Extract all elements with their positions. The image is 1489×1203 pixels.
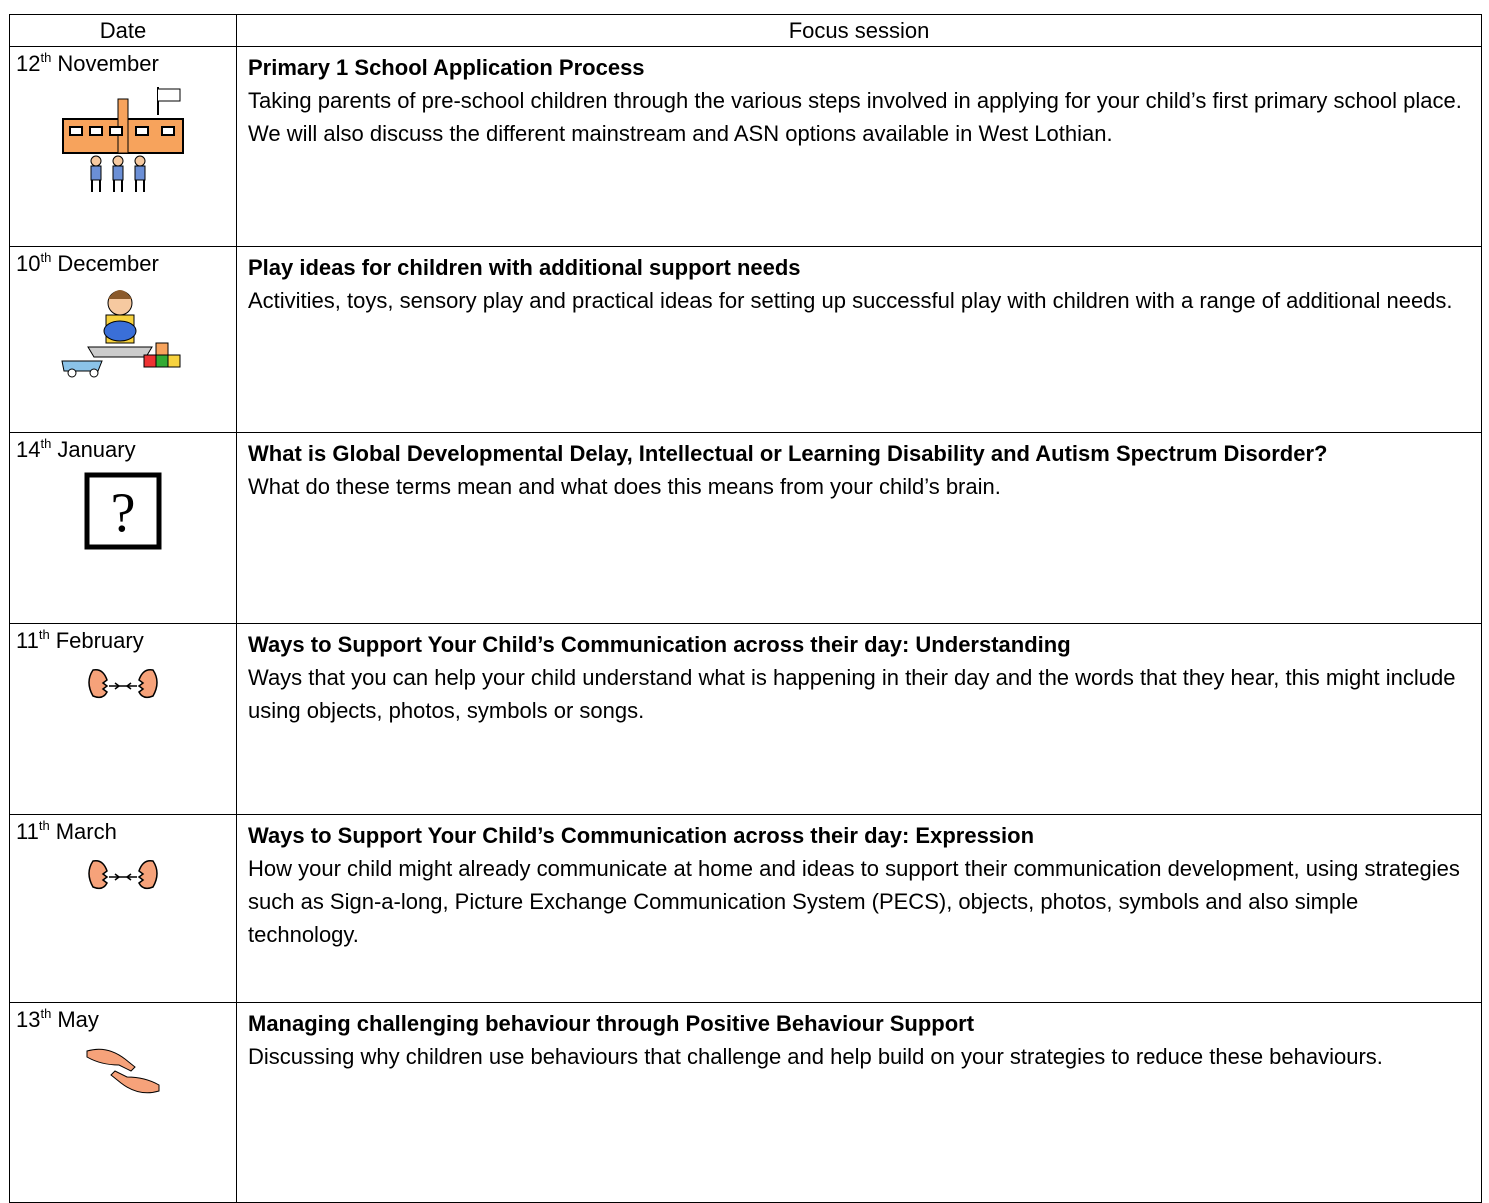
session-title: Primary 1 School Application Process	[248, 55, 645, 80]
session-row: 14th January? What is Global Developmental…	[9, 432, 1482, 624]
session-description: Activities, toys, sensory play and pract…	[248, 288, 1453, 313]
schedule-table: Date Focus session 12th November Primary 1…	[9, 14, 1482, 1203]
focus-cell: Primary 1 School Application Process Taki…	[236, 46, 1482, 247]
focus-cell: Play ideas for children with additional …	[236, 246, 1482, 433]
focus-cell: Ways to Support Your Child’s Communicati…	[236, 623, 1482, 815]
date-cell: 13th May	[9, 1002, 237, 1203]
session-icon: ?	[84, 472, 162, 550]
session-title: Ways to Support Your Child’s Communicati…	[248, 632, 1071, 657]
date-cell: 14th January?	[9, 432, 237, 624]
table-header: Date Focus session	[9, 14, 1482, 47]
session-row: 11th February Ways to Support Your Child’s…	[9, 623, 1482, 815]
session-row: 13th May Managing challenging behaviour th…	[9, 1002, 1482, 1203]
month: January	[57, 437, 136, 462]
session-description: Ways that you can help your child unders…	[248, 665, 1462, 723]
day: 12	[16, 51, 41, 76]
session-description: Taking parents of pre-school children th…	[248, 88, 1475, 146]
date-cell: 10th December	[9, 246, 237, 433]
day: 14	[16, 437, 41, 462]
month: March	[55, 819, 117, 844]
month: November	[57, 51, 159, 76]
day: 10	[16, 251, 41, 276]
focus-cell: Managing challenging behaviour through P…	[236, 1002, 1482, 1203]
session-description: Discussing why children use behaviours t…	[248, 1044, 1383, 1069]
session-row: 11th March Ways to Support Your Child’s Co…	[9, 814, 1482, 1003]
day-suffix: th	[40, 50, 52, 65]
session-icon	[88, 859, 158, 890]
date: 11th February	[10, 624, 236, 654]
day: 13	[16, 1007, 41, 1032]
session-title: Ways to Support Your Child’s Communicati…	[248, 823, 1035, 848]
focus-cell: What is Global Developmental Delay, Inte…	[236, 432, 1482, 624]
session-description: How your child might already communicate…	[248, 856, 1466, 947]
session-row: 10th December Play ideas for children with…	[9, 246, 1482, 433]
date: 13th May	[10, 1003, 236, 1033]
session-title: Play ideas for children with additional …	[248, 255, 801, 280]
date: 14th January	[10, 433, 236, 463]
date: 12th November	[10, 47, 236, 77]
day: 11	[16, 628, 39, 653]
day-suffix: th	[40, 436, 52, 451]
day-suffix: th	[38, 818, 50, 833]
date: 11th March	[10, 815, 236, 845]
date-cell: 11th February	[9, 623, 237, 815]
day-suffix: th	[38, 627, 50, 642]
session-row: 12th November Primary 1 School Application…	[9, 46, 1482, 247]
day-suffix: th	[40, 1006, 52, 1021]
month: May	[57, 1007, 99, 1032]
day: 11	[16, 819, 39, 844]
header-cell: Focus session	[236, 14, 1482, 47]
month: February	[55, 628, 144, 653]
svg-text:?: ?	[111, 482, 136, 544]
header-cell: Date	[9, 14, 237, 47]
day-suffix: th	[40, 250, 52, 265]
session-title: What is Global Developmental Delay, Inte…	[248, 441, 1328, 466]
date-cell: 12th November	[9, 46, 237, 247]
date-cell: 11th March	[9, 814, 237, 1003]
month: December	[57, 251, 159, 276]
session-title: Managing challenging behaviour through P…	[248, 1011, 975, 1036]
session-description: What do these terms mean and what does t…	[248, 474, 1001, 499]
session-icon	[88, 668, 158, 699]
focus-cell: Ways to Support Your Child’s Communicati…	[236, 814, 1482, 1003]
session-icon	[61, 290, 181, 378]
table-body: 12th November Primary 1 School Application…	[9, 46, 1482, 1203]
date: 10th December	[10, 247, 236, 277]
session-icon	[86, 1048, 160, 1094]
header-row: Date Focus session	[9, 14, 1482, 47]
session-icon	[62, 87, 184, 192]
